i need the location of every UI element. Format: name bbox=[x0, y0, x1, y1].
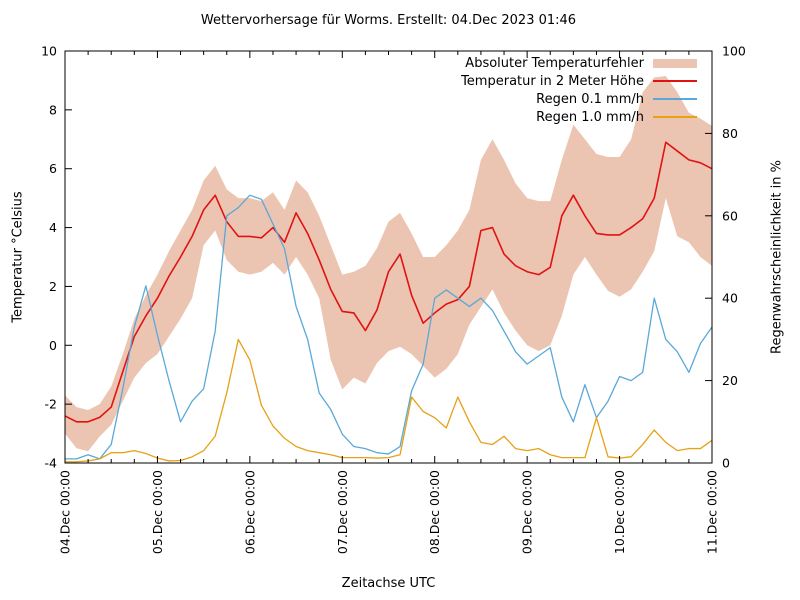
x-tick-label: 07.Dec 00:00 bbox=[335, 470, 350, 554]
legend-item-label: Temperatur in 2 Meter Höhe bbox=[461, 73, 644, 89]
y-left-tick-label: 4 bbox=[49, 220, 57, 235]
series-line-rain-1-0mm bbox=[65, 338, 713, 463]
y-right-tick-label: 20 bbox=[722, 373, 738, 388]
y-right-tick-label: 80 bbox=[722, 126, 738, 141]
y-right-tick-label: 100 bbox=[722, 44, 746, 59]
legend-item: Regen 1.0 mm/h bbox=[461, 108, 697, 126]
y-right-tick-label: 60 bbox=[722, 208, 738, 223]
legend-swatch-line bbox=[653, 116, 697, 118]
y-left-tick-label: 0 bbox=[49, 338, 57, 353]
legend-item: Temperatur in 2 Meter Höhe bbox=[461, 72, 697, 90]
x-tick-label: 08.Dec 00:00 bbox=[427, 470, 442, 554]
chart-title: Wettervorhersage für Worms. Erstellt: 04… bbox=[200, 13, 577, 28]
legend-item-label: Absoluter Temperaturfehler bbox=[465, 55, 644, 71]
y-right-tick-label: 0 bbox=[722, 456, 730, 471]
y-left-tick-label: -4 bbox=[45, 456, 58, 471]
x-tick-label: 10.Dec 00:00 bbox=[612, 470, 627, 554]
series-line-temperature bbox=[64, 141, 713, 423]
x-tick-label: 11.Dec 00:00 bbox=[705, 470, 720, 554]
legend-swatch-line bbox=[653, 98, 697, 100]
y-left-tick-label: 6 bbox=[49, 161, 57, 176]
y-left-tick-label: 10 bbox=[41, 44, 57, 59]
x-tick-label: 04.Dec 00:00 bbox=[58, 470, 73, 554]
y-left-tick-label: 8 bbox=[49, 102, 57, 117]
legend-item: Regen 0.1 mm/h bbox=[461, 90, 697, 108]
y-axis-label-left: Temperatur °Celsius bbox=[10, 191, 26, 323]
legend-swatch-line bbox=[653, 80, 697, 82]
x-tick-label: 06.Dec 00:00 bbox=[242, 470, 257, 554]
legend-swatch-band bbox=[653, 58, 697, 68]
x-tick-label: 05.Dec 00:00 bbox=[150, 470, 165, 554]
series-band-temperature-error bbox=[65, 76, 712, 452]
y-left-tick-label: 2 bbox=[49, 279, 57, 294]
legend: Absoluter Temperaturfehler Temperatur in … bbox=[461, 54, 697, 126]
legend-item-label: Regen 1.0 mm/h bbox=[536, 109, 644, 125]
legend-item: Absoluter Temperaturfehler bbox=[461, 54, 697, 72]
x-tick-label: 09.Dec 00:00 bbox=[520, 470, 535, 554]
y-left-tick-label: -2 bbox=[45, 397, 57, 412]
y-right-tick-label: 40 bbox=[722, 291, 738, 306]
x-axis-label: Zeitachse UTC bbox=[341, 576, 436, 591]
series-line-rain-0-1mm bbox=[65, 194, 713, 460]
legend-item-label: Regen 0.1 mm/h bbox=[536, 91, 644, 107]
y-axis-label-right: Regenwahrscheinlichkeit in % bbox=[769, 160, 785, 354]
